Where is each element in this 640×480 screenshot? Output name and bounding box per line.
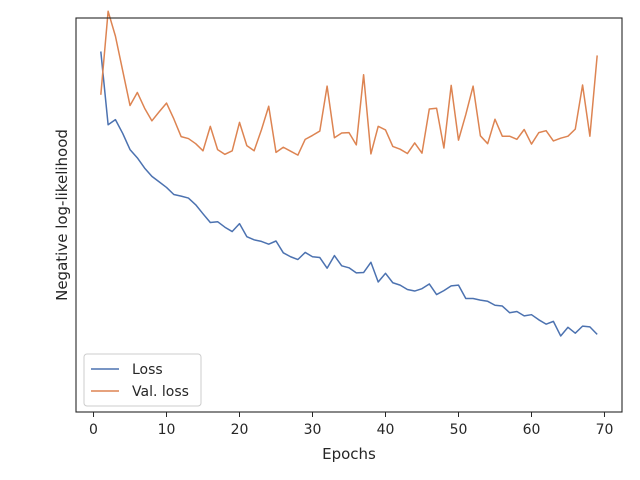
x-tick-label: 50 xyxy=(450,422,468,438)
plot-background xyxy=(76,18,622,412)
x-tick-label: 20 xyxy=(231,422,249,438)
series-line-loss xyxy=(100,51,598,337)
legend-entry-loss: Loss xyxy=(132,362,163,378)
x-tick-label: 60 xyxy=(523,422,541,438)
legend-entry-val-loss: Val. loss xyxy=(132,384,189,400)
legend-box xyxy=(83,353,202,407)
x-tick-label: 10 xyxy=(158,422,176,438)
x-tick-label: 0 xyxy=(89,422,98,438)
x-axis-ticks: 0 10 20 30 40 50 60 70 xyxy=(89,412,613,438)
x-tick-label: 70 xyxy=(596,422,614,438)
plot-frame xyxy=(75,17,623,413)
x-axis-label: Epochs xyxy=(322,445,376,463)
series-lines xyxy=(100,10,598,337)
series-line-val-loss xyxy=(100,10,598,156)
x-tick-label: 30 xyxy=(304,422,322,438)
y-axis-label: Negative log-likelihood xyxy=(53,129,71,301)
x-tick-label: 40 xyxy=(377,422,395,438)
legend: Loss Val. loss xyxy=(83,353,202,407)
